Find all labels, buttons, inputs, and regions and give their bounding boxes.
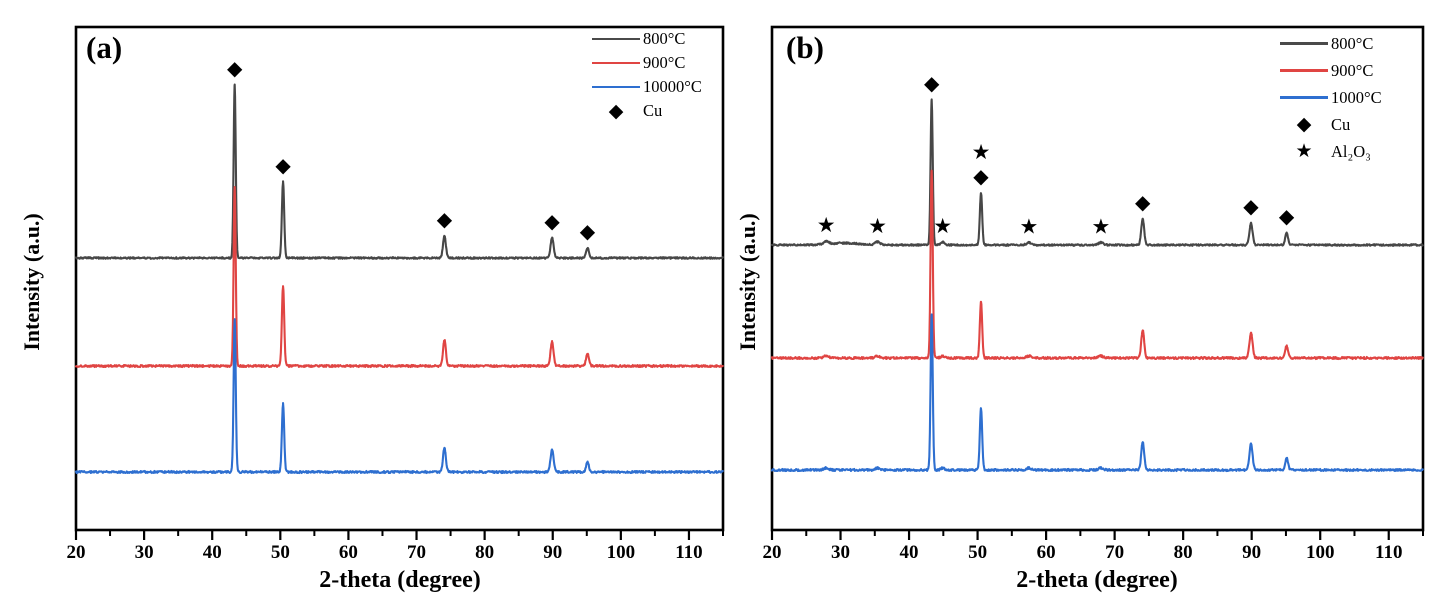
x-tick-label: 110 (1375, 542, 1402, 563)
al2o3-star-marker-icon: ★ (1092, 215, 1111, 239)
x-tick-label: 50 (968, 542, 987, 563)
x-tick-label: 70 (407, 542, 426, 563)
al2o3-star-marker-icon: ★ (817, 213, 836, 237)
legend-line-swatch-900c (592, 52, 640, 74)
diamond-icon: ◆ (1296, 114, 1312, 135)
legend-line (592, 61, 640, 65)
panel-b-x-axis-title: 2-theta (degree) (1016, 567, 1178, 593)
legend-item-1000c: 10000°C (592, 75, 702, 99)
legend-label-1000c: 10000°C (643, 77, 702, 96)
diamond-icon: ◆ (1280, 114, 1328, 136)
panel-a-y-axis-title: Intensity (a.u.) (19, 213, 44, 351)
legend-label-800c: 800°C (643, 29, 686, 48)
legend-item-1000c: 1000°C (1280, 84, 1382, 111)
cu-diamond-marker-icon: ◆ (1243, 196, 1259, 218)
cu-diamond-marker-icon: ◆ (973, 166, 989, 188)
x-tick-label: 30 (831, 542, 850, 563)
legend-label-al2o3: Al₂O₃ (1331, 141, 1371, 161)
panel-b-y-axis-title: Intensity (a.u.) (735, 213, 760, 351)
panel-a-legend: 800°C 900°C 10000°C ◆ Cu (592, 27, 702, 123)
al2o3-star-marker-icon: ★ (933, 214, 952, 238)
legend-item-800c: 800°C (592, 27, 702, 51)
legend-line (1280, 96, 1328, 99)
legend-item-900c: 900°C (592, 51, 702, 75)
x-tick-label: 100 (1306, 542, 1335, 563)
cu-diamond-marker-icon: ◆ (275, 155, 291, 177)
x-tick-label: 30 (135, 542, 154, 563)
panel-a: 20 30 40 50 60 70 80 90 100 110 ◆ ◆ ◆ ◆ ◆ (67, 25, 725, 563)
panel-a-x-axis-title: 2-theta (degree) (319, 567, 481, 593)
cu-diamond-marker-icon: ◆ (580, 221, 596, 243)
x-tick-label: 80 (1174, 542, 1193, 563)
panel-b: 20 30 40 50 60 70 80 90 100 110★ ★◆★◆★★ ★◆ ◆ ◆ (763, 25, 1425, 563)
xrd-curve-1000c (770, 313, 1424, 473)
cu-diamond-marker-icon: ◆ (544, 211, 560, 233)
legend-item-cu: ◆ Cu (1280, 111, 1382, 138)
panel-b-label: (b) (786, 30, 824, 65)
legend-label-900c: 900°C (643, 53, 686, 72)
x-tick-label: 110 (675, 542, 702, 563)
star-icon: ★ (1295, 141, 1313, 162)
legend-line-swatch-900c (1280, 60, 1328, 82)
legend-line-swatch-1000c (592, 76, 640, 98)
legend-line-swatch-1000c (1280, 87, 1328, 109)
diamond-icon: ◆ (592, 100, 640, 122)
xrd-curve-900c (770, 169, 1424, 361)
x-tick-label: 20 (67, 542, 86, 563)
legend-line (1280, 42, 1328, 45)
x-tick-label: 40 (900, 542, 919, 563)
x-tick-label: 80 (475, 542, 494, 563)
legend-item-cu: ◆ Cu (592, 99, 702, 123)
legend-label-cu: Cu (1331, 114, 1351, 134)
al2o3-star-marker-icon: ★ (868, 214, 887, 238)
xrd-curve-800c (74, 83, 724, 260)
xrd-curve-800c (770, 98, 1424, 247)
x-tick-label: 60 (339, 542, 358, 563)
star-icon: ★ (1280, 141, 1328, 163)
legend-line (592, 37, 640, 41)
x-tick-label: 70 (1105, 542, 1124, 563)
al2o3-star-marker-icon: ★ (1020, 215, 1039, 239)
xrd-curve-900c (74, 186, 724, 369)
legend-label-900c: 900°C (1331, 60, 1374, 80)
x-tick-label: 90 (1242, 542, 1261, 563)
legend-line (592, 85, 640, 89)
legend-label-cu: Cu (643, 101, 663, 120)
panel-b-legend: 800°C 900°C 1000°C ◆ Cu ★ Al₂O₃ (1280, 30, 1382, 165)
cu-diamond-marker-icon: ◆ (227, 58, 243, 80)
legend-item-800c: 800°C (1280, 30, 1382, 57)
diamond-icon: ◆ (608, 100, 624, 122)
panel-a-label: (a) (86, 30, 123, 65)
legend-item-al2o3: ★ Al₂O₃ (1280, 138, 1382, 165)
x-tick-label: 40 (203, 542, 222, 563)
legend-label-800c: 800°C (1331, 33, 1374, 53)
legend-item-900c: 900°C (1280, 57, 1382, 84)
legend-line (1280, 69, 1328, 72)
x-tick-label: 20 (763, 542, 782, 563)
plot-frame (770, 25, 1425, 532)
cu-diamond-marker-icon: ◆ (924, 73, 940, 95)
x-tick-label: 50 (271, 542, 290, 563)
cu-diamond-marker-icon: ◆ (437, 209, 453, 231)
x-tick-label: 100 (607, 542, 636, 563)
cu-diamond-marker-icon: ◆ (1279, 206, 1295, 228)
xrd-curve-1000c (74, 318, 724, 475)
legend-label-1000c: 1000°C (1331, 87, 1382, 107)
legend-line-swatch-800c (592, 28, 640, 50)
x-tick-label: 90 (543, 542, 562, 563)
cu-diamond-marker-icon: ◆ (1135, 192, 1151, 214)
plot-frame (74, 25, 725, 532)
al2o3-star-marker-icon: ★ (972, 140, 991, 164)
x-tick-label: 60 (1037, 542, 1056, 563)
legend-line-swatch-800c (1280, 33, 1328, 55)
